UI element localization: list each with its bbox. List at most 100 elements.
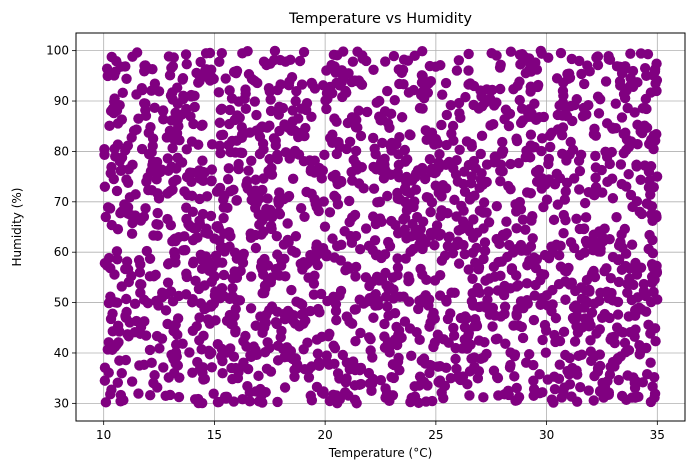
data-point — [500, 338, 511, 349]
data-point — [162, 188, 173, 199]
data-point — [232, 372, 244, 384]
data-point — [554, 359, 565, 370]
data-point — [602, 376, 613, 387]
data-point — [335, 285, 347, 297]
data-point — [391, 139, 402, 150]
data-point — [331, 148, 343, 160]
data-point — [615, 159, 627, 170]
data-point — [465, 178, 477, 189]
data-point — [613, 276, 625, 288]
data-point — [367, 352, 378, 363]
data-point — [240, 88, 251, 99]
data-point — [465, 339, 476, 350]
data-point — [223, 163, 235, 174]
data-point — [263, 165, 274, 177]
data-point — [528, 390, 539, 401]
data-point — [152, 207, 163, 219]
data-point — [508, 320, 519, 331]
x-ticks: 10 15 20 25 30 35 — [96, 421, 665, 442]
data-point — [112, 377, 124, 388]
data-point — [616, 390, 628, 402]
data-point — [171, 134, 182, 145]
data-point — [368, 312, 379, 323]
data-point — [579, 78, 590, 90]
data-point — [351, 159, 362, 170]
data-point — [417, 46, 428, 57]
y-tick-label: 30 — [54, 396, 69, 410]
data-point — [368, 183, 380, 194]
data-point — [305, 305, 316, 317]
data-point — [618, 128, 629, 140]
data-point — [148, 377, 159, 389]
data-point — [432, 329, 444, 340]
data-point — [446, 128, 457, 139]
x-axis-label: Temperature (°C) — [328, 446, 433, 460]
data-point — [500, 104, 512, 115]
data-point — [353, 105, 364, 116]
data-point — [572, 369, 583, 380]
data-point — [272, 396, 283, 408]
data-point — [444, 231, 455, 242]
data-point — [563, 369, 575, 380]
data-point — [231, 194, 243, 206]
data-point — [499, 113, 510, 125]
data-point — [133, 388, 144, 399]
data-point — [406, 231, 417, 242]
data-point — [577, 322, 588, 333]
data-point — [640, 93, 652, 105]
data-point — [528, 314, 540, 326]
data-point — [355, 130, 367, 142]
data-point — [300, 315, 311, 326]
x-tick-label: 35 — [650, 428, 665, 442]
data-point — [344, 136, 356, 147]
data-point — [494, 62, 506, 73]
data-point — [559, 382, 570, 393]
data-point — [206, 71, 217, 83]
data-point — [424, 153, 436, 165]
data-point — [643, 243, 654, 255]
data-point — [502, 251, 513, 263]
data-point — [290, 353, 302, 364]
data-point — [135, 259, 146, 270]
x-tick-label: 30 — [539, 428, 554, 442]
data-point — [205, 347, 217, 358]
data-point — [561, 266, 572, 277]
data-point — [511, 382, 522, 394]
data-point — [420, 396, 432, 407]
data-point — [347, 56, 359, 67]
data-point — [369, 235, 381, 246]
data-point — [171, 82, 183, 93]
data-point — [432, 138, 444, 149]
data-point — [571, 213, 582, 224]
data-point — [514, 94, 525, 106]
data-point — [647, 234, 658, 246]
data-point — [645, 161, 657, 172]
data-point — [283, 122, 294, 133]
data-point — [363, 367, 375, 379]
data-point — [106, 219, 117, 231]
data-point — [259, 322, 270, 333]
data-point — [194, 218, 206, 229]
data-point — [299, 211, 310, 222]
data-point — [327, 137, 338, 148]
data-point — [195, 56, 206, 68]
data-point — [252, 77, 263, 89]
data-point — [355, 327, 366, 339]
data-point — [181, 271, 193, 283]
data-point — [301, 186, 312, 198]
data-point — [451, 65, 463, 76]
data-point — [309, 255, 321, 266]
data-point — [449, 287, 460, 299]
data-point — [540, 347, 552, 358]
data-point — [382, 190, 393, 202]
data-point — [190, 275, 201, 287]
data-point — [384, 122, 395, 133]
data-point — [339, 387, 351, 398]
data-point — [163, 372, 174, 383]
data-point — [319, 149, 330, 161]
data-point — [228, 351, 240, 362]
data-point — [400, 253, 411, 264]
data-point — [318, 196, 329, 207]
data-point — [630, 324, 641, 335]
data-point — [224, 118, 235, 130]
